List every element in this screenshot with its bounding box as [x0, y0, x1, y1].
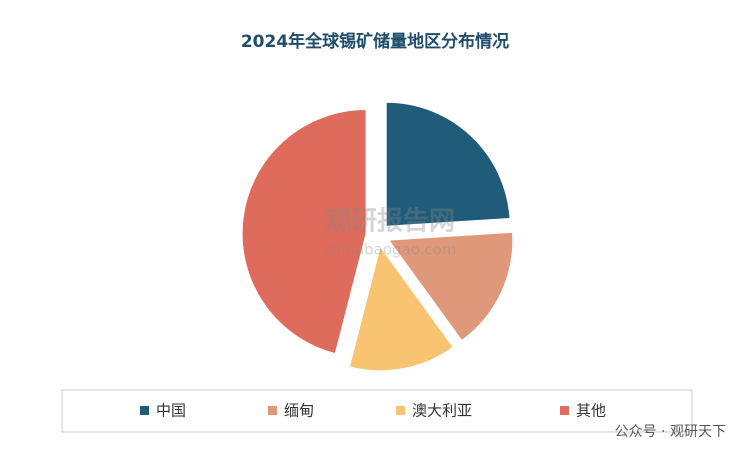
legend-swatch — [396, 406, 405, 415]
pie-slice — [385, 101, 511, 227]
legend-label: 澳大利亚 — [412, 402, 472, 420]
pie-slice — [241, 108, 367, 355]
pie-slice — [387, 231, 514, 342]
legend-label: 缅甸 — [284, 402, 314, 420]
chart-title: 2024年全球锡矿储量地区分布情况 — [241, 31, 509, 52]
legend-swatch — [268, 406, 277, 415]
legend-label: 中国 — [156, 402, 186, 420]
watermark-name: 观研报告网 — [325, 206, 455, 237]
pie — [241, 101, 514, 372]
legend: 中国 缅甸 澳大利亚 其他 — [140, 402, 606, 420]
pie-slice — [348, 245, 454, 372]
legend-swatch — [560, 406, 569, 415]
source-label: 公众号 · 观研天下 — [615, 424, 726, 440]
legend-label: 其他 — [576, 402, 606, 420]
legend-swatch — [140, 406, 149, 415]
watermark-url: chinabaogao.com — [324, 241, 457, 259]
legend-box — [61, 389, 693, 433]
